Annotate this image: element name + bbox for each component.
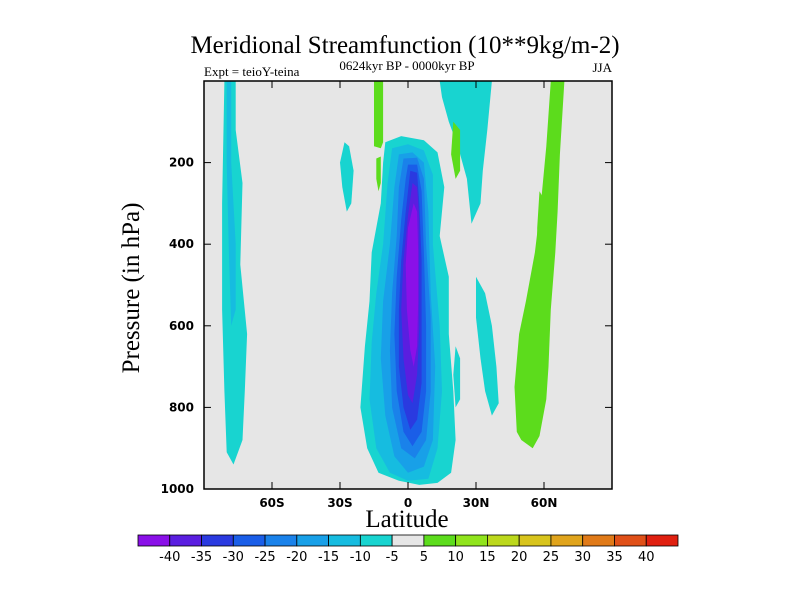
contour-tropical-cell-level-8 <box>405 203 419 367</box>
colorbar-label: 25 <box>543 550 560 565</box>
colorbar-swatch <box>137 534 171 547</box>
colorbar-label: -40 <box>159 550 180 565</box>
season-label: JJA <box>592 60 612 75</box>
colorbar-label: 10 <box>447 550 464 565</box>
colorbar-swatch <box>169 534 202 547</box>
colorbar-swatch <box>423 534 457 547</box>
contour-sh-positive-top <box>374 81 384 149</box>
colorbar-swatch <box>487 534 520 547</box>
colorbar: -40 -35 -30 -25 -20 -15 -10 -5 5 10 15 20 25 30 35 40 <box>137 534 679 565</box>
contour-nh-minus-streak <box>453 346 461 408</box>
experiment-label: Expt = teioY-teina <box>204 64 300 79</box>
colorbar-label: -5 <box>386 550 399 565</box>
y-tick-label: 400 <box>169 237 194 251</box>
y-tick-label: 1000 <box>161 482 194 496</box>
colorbar-label: -20 <box>286 550 307 565</box>
colorbar-label: 5 <box>420 550 428 565</box>
y-tick-label: 600 <box>169 319 194 333</box>
contour-nh-minus-lobe <box>476 276 499 416</box>
colorbar-swatch <box>264 534 298 547</box>
colorbar-swatch <box>614 534 647 547</box>
colorbar-label: -25 <box>254 550 275 565</box>
colorbar-label: 15 <box>479 550 496 565</box>
x-tick-label: 60S <box>259 496 284 510</box>
colorbar-swatch <box>328 534 361 547</box>
y-tick-label: 800 <box>169 400 194 414</box>
contour-regions <box>222 81 565 485</box>
x-tick-label: 60N <box>531 496 558 510</box>
contour-nh-positive-pressure-blob <box>451 121 461 179</box>
colorbar-swatch <box>645 534 679 547</box>
contour-nh-positive-band <box>514 81 565 449</box>
colorbar-label: -35 <box>191 550 212 565</box>
colorbar-swatch <box>232 534 266 547</box>
contour-nh-minus-band <box>439 81 492 224</box>
colorbar-label: 30 <box>574 550 591 565</box>
colorbar-swatch <box>518 534 552 547</box>
contour-southern-band-inner <box>226 81 236 326</box>
contour-sh-positive-small <box>376 156 381 192</box>
contour-nh-positive-minor <box>537 191 544 261</box>
y-tick-label: 200 <box>169 156 194 170</box>
colorbar-label: 35 <box>606 550 623 565</box>
colorbar-label: -10 <box>350 550 371 565</box>
colorbar-label: 40 <box>638 550 655 565</box>
colorbar-swatch <box>582 534 615 547</box>
colorbar-label: 20 <box>511 550 528 565</box>
contour-sh-minus-blob <box>340 142 354 212</box>
chart-title: Meridional Streamfunction (10**9kg/m-2) <box>190 32 619 59</box>
x-axis-label: Latitude <box>365 506 448 533</box>
colorbar-swatch <box>391 534 425 547</box>
colorbar-swatch <box>359 534 393 547</box>
colorbar-swatch <box>550 534 584 547</box>
x-tick-label: 0 <box>404 496 412 510</box>
colorbar-label: -15 <box>318 550 339 565</box>
colorbar-swatch <box>455 534 488 547</box>
colorbar-swatch <box>201 534 234 547</box>
colorbar-swatch <box>296 534 329 547</box>
x-tick-label: 30S <box>327 496 352 510</box>
time-range-label: 0624kyr BP - 0000kyr BP <box>339 58 474 73</box>
colorbar-label: -30 <box>223 550 244 565</box>
x-tick-label: 30N <box>463 496 490 510</box>
axes: 60S 30S 0 30N 60N 200 400 600 800 1000 <box>161 81 612 510</box>
y-axis-label: Pressure (in hPa) <box>118 203 145 374</box>
